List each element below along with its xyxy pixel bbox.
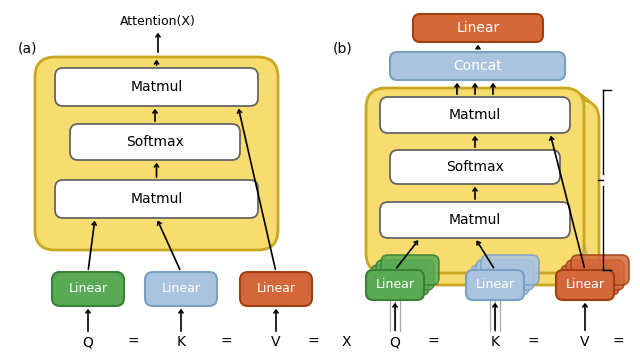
FancyBboxPatch shape <box>376 260 434 290</box>
FancyBboxPatch shape <box>413 14 543 42</box>
FancyBboxPatch shape <box>35 57 278 250</box>
Text: Matmul: Matmul <box>449 213 501 227</box>
FancyBboxPatch shape <box>556 270 614 300</box>
FancyBboxPatch shape <box>381 100 599 285</box>
Text: Attention(X): Attention(X) <box>120 16 196 29</box>
Text: V: V <box>580 335 589 349</box>
FancyBboxPatch shape <box>380 202 570 238</box>
Text: (a): (a) <box>18 41 38 55</box>
Text: =: = <box>427 335 439 349</box>
FancyBboxPatch shape <box>561 265 619 295</box>
FancyBboxPatch shape <box>366 88 584 273</box>
Text: Linear: Linear <box>68 282 108 296</box>
Text: V: V <box>271 335 281 349</box>
FancyBboxPatch shape <box>571 255 629 285</box>
Text: =: = <box>527 335 539 349</box>
FancyBboxPatch shape <box>476 260 534 290</box>
FancyBboxPatch shape <box>70 124 240 160</box>
Text: Matmul: Matmul <box>131 80 182 94</box>
Text: =: = <box>220 335 232 349</box>
Text: K: K <box>177 335 186 349</box>
FancyBboxPatch shape <box>466 270 524 300</box>
Text: (b): (b) <box>333 41 353 55</box>
Text: Linear: Linear <box>376 279 415 291</box>
Text: Q: Q <box>390 335 401 349</box>
Text: Softmax: Softmax <box>446 160 504 174</box>
Text: Linear: Linear <box>456 21 500 35</box>
FancyBboxPatch shape <box>381 255 439 285</box>
Text: Linear: Linear <box>161 282 200 296</box>
Text: Matmul: Matmul <box>131 192 182 206</box>
Text: =: = <box>307 335 319 349</box>
FancyBboxPatch shape <box>481 255 539 285</box>
Text: Q: Q <box>83 335 93 349</box>
Text: Linear: Linear <box>257 282 296 296</box>
FancyBboxPatch shape <box>371 92 589 277</box>
Text: Concat: Concat <box>453 59 502 73</box>
FancyBboxPatch shape <box>52 272 124 306</box>
Text: K: K <box>490 335 499 349</box>
Text: X: X <box>341 335 351 349</box>
Text: Linear: Linear <box>566 279 605 291</box>
FancyBboxPatch shape <box>566 260 624 290</box>
Text: =: = <box>612 335 624 349</box>
FancyBboxPatch shape <box>371 265 429 295</box>
Text: Matmul: Matmul <box>449 108 501 122</box>
FancyBboxPatch shape <box>145 272 217 306</box>
FancyBboxPatch shape <box>380 97 570 133</box>
Text: Linear: Linear <box>476 279 515 291</box>
Text: =: = <box>127 335 139 349</box>
FancyBboxPatch shape <box>240 272 312 306</box>
FancyBboxPatch shape <box>390 52 565 80</box>
FancyBboxPatch shape <box>471 265 529 295</box>
FancyBboxPatch shape <box>55 180 258 218</box>
FancyBboxPatch shape <box>376 96 594 281</box>
Text: Softmax: Softmax <box>126 135 184 149</box>
FancyBboxPatch shape <box>55 68 258 106</box>
FancyBboxPatch shape <box>366 270 424 300</box>
FancyBboxPatch shape <box>390 150 560 184</box>
